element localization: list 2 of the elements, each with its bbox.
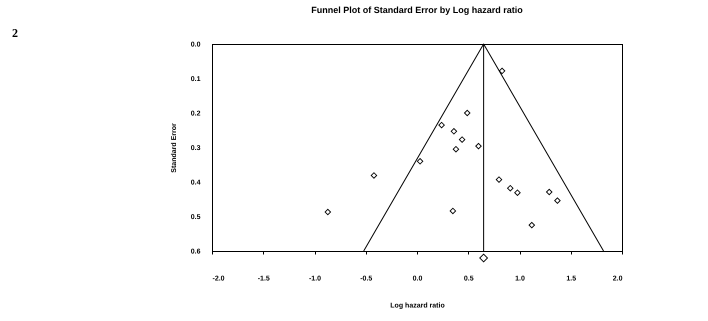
chart-title: Funnel Plot of Standard Error by Log hazard ratio (311, 5, 524, 15)
text: 2 (12, 26, 18, 40)
